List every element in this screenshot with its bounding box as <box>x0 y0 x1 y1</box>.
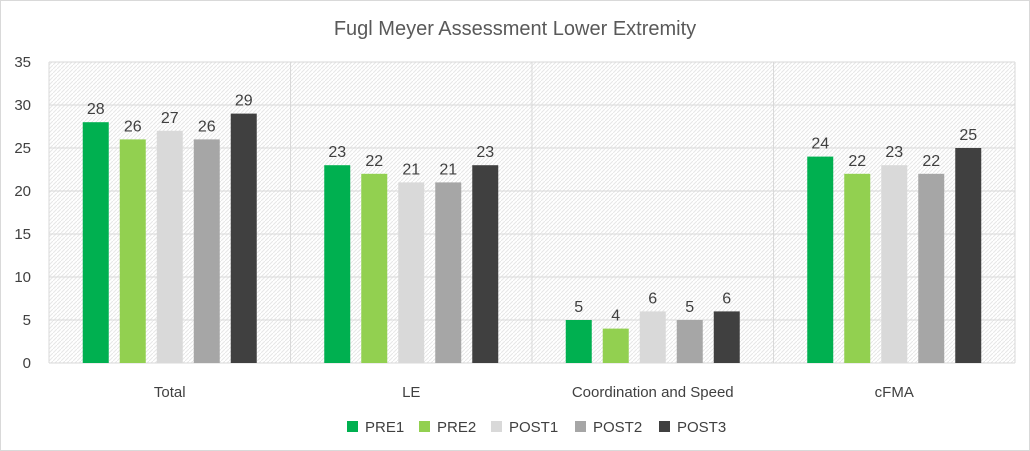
data-label: 23 <box>885 144 903 161</box>
data-label: 25 <box>959 127 977 144</box>
y-tick-label: 30 <box>14 97 31 114</box>
bar <box>435 182 462 363</box>
x-tick-label: cFMA <box>875 384 914 401</box>
legend-swatch <box>419 421 430 432</box>
bar <box>398 182 425 363</box>
bar <box>713 311 740 363</box>
bar <box>472 165 499 363</box>
data-label: 23 <box>476 144 494 161</box>
bar <box>844 173 871 363</box>
legend-label: POST1 <box>509 419 558 436</box>
data-label: 21 <box>402 161 420 178</box>
y-tick-label: 15 <box>14 226 31 243</box>
bar <box>955 148 982 363</box>
data-label: 5 <box>685 299 694 316</box>
bars: 28 26 27 26 29 23 22 21 21 23 5 4 6 5 6 24 22 23 22 25 <box>82 93 982 363</box>
bar <box>156 130 183 363</box>
legend: PRE1 PRE2 POST1 POST2 POST3 <box>347 419 726 436</box>
bar <box>230 113 257 363</box>
data-label: 24 <box>811 136 829 153</box>
x-axis: Total LE Coordination and Speed cFMA <box>154 384 914 401</box>
bar <box>565 320 592 363</box>
data-label: 27 <box>161 110 179 127</box>
data-label: 29 <box>235 93 253 110</box>
bar <box>807 156 834 363</box>
bar <box>324 165 351 363</box>
legend-label: PRE1 <box>365 419 404 436</box>
legend-label: POST2 <box>593 419 642 436</box>
legend-swatch <box>659 421 670 432</box>
data-label: 5 <box>574 299 583 316</box>
data-label: 22 <box>922 153 940 170</box>
chart-title: Fugl Meyer Assessment Lower Extremity <box>334 18 696 40</box>
y-tick-label: 20 <box>14 183 31 200</box>
y-axis: 0 5 10 15 20 25 30 35 <box>14 54 31 372</box>
legend-swatch <box>575 421 586 432</box>
data-label: 21 <box>439 161 457 178</box>
data-label: 23 <box>328 144 346 161</box>
bar <box>602 328 629 363</box>
data-label: 6 <box>648 290 657 307</box>
legend-label: POST3 <box>677 419 726 436</box>
bar <box>639 311 666 363</box>
y-tick-label: 10 <box>14 269 31 286</box>
data-label: 22 <box>365 153 383 170</box>
y-tick-label: 0 <box>23 355 31 372</box>
legend-swatch <box>491 421 502 432</box>
legend-label: PRE2 <box>437 419 476 436</box>
data-label: 22 <box>848 153 866 170</box>
bar <box>918 173 945 363</box>
bar <box>193 139 220 363</box>
data-label: 26 <box>124 118 142 135</box>
y-tick-label: 25 <box>14 140 31 157</box>
data-label: 4 <box>611 308 620 325</box>
bar <box>676 320 703 363</box>
bar <box>82 122 109 363</box>
bar <box>119 139 146 363</box>
bar <box>361 173 388 363</box>
x-tick-label: LE <box>402 384 420 401</box>
y-tick-label: 35 <box>14 54 31 71</box>
data-label: 26 <box>198 118 216 135</box>
x-tick-label: Coordination and Speed <box>572 384 734 401</box>
bar <box>881 165 908 363</box>
data-label: 6 <box>722 290 731 307</box>
y-tick-label: 5 <box>23 312 31 329</box>
legend-swatch <box>347 421 358 432</box>
x-tick-label: Total <box>154 384 186 401</box>
data-label: 28 <box>87 101 105 118</box>
